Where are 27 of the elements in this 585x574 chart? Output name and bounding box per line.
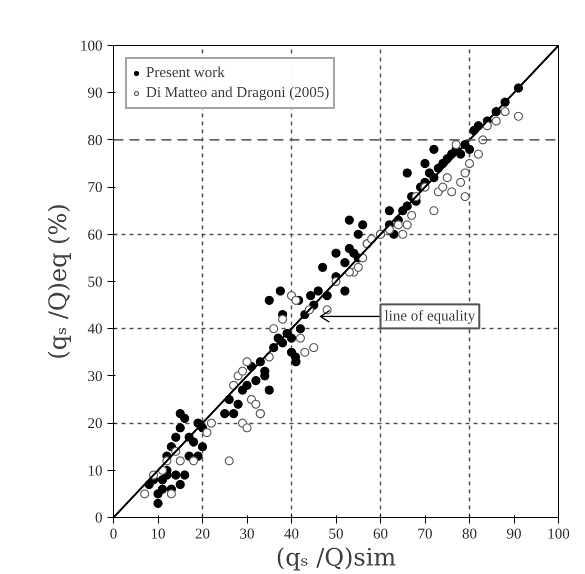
y-tick-label: 30 bbox=[88, 368, 102, 385]
y-tick-label: 80 bbox=[88, 132, 102, 149]
y-tick-label: 60 bbox=[88, 227, 102, 244]
y-axis-title: (qₛ /Q)eq (%) bbox=[44, 203, 72, 360]
y-tick-label: 50 bbox=[88, 274, 102, 290]
x-tick-label: 30 bbox=[240, 526, 254, 542]
legend-label: Present work bbox=[146, 64, 225, 82]
x-tick-label: 50 bbox=[328, 526, 344, 542]
x-tick-label: 90 bbox=[506, 526, 522, 542]
x-tick-label: 60 bbox=[373, 526, 388, 542]
y-tick-label: 70 bbox=[88, 180, 102, 196]
y-tick-label: 100 bbox=[80, 38, 102, 54]
y-tick-label: 40 bbox=[88, 322, 102, 338]
x-tick-label: 100 bbox=[547, 526, 570, 542]
x-tick-label: 0 bbox=[110, 526, 118, 542]
x-tick-label: 80 bbox=[462, 526, 477, 542]
y-tick-label: 90 bbox=[88, 86, 102, 102]
y-tick-label: 10 bbox=[88, 463, 102, 480]
x-tick-label: 70 bbox=[418, 526, 432, 542]
x-tick-label: 40 bbox=[284, 526, 299, 542]
y-tick-label: 20 bbox=[88, 416, 102, 432]
legend-label: Di Matteo and Dragoni (2005) bbox=[146, 84, 330, 102]
annotation: line of equality bbox=[384, 308, 476, 324]
x-tick-label: 20 bbox=[195, 526, 210, 542]
x-tick-label: 10 bbox=[150, 526, 166, 542]
y-tick-label: 0 bbox=[95, 510, 102, 526]
x-axis-title: (qₛ /Q)sim bbox=[276, 544, 396, 572]
